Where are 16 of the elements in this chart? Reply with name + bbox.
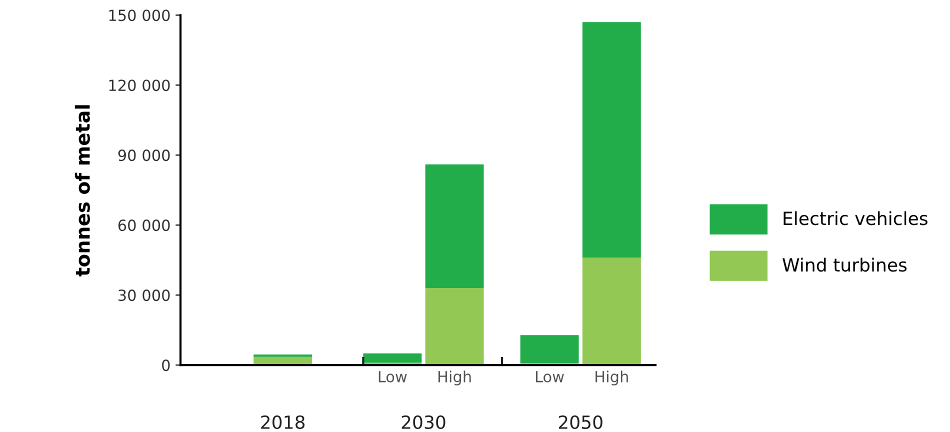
legend-label: Electric vehicles xyxy=(784,211,928,226)
y-tick-label: 120 000 xyxy=(109,80,170,92)
legend-label: Wind turbines xyxy=(782,258,907,272)
text: 2050 xyxy=(558,415,602,430)
text: 2030 xyxy=(402,415,446,430)
x-tick-label: Low xyxy=(536,371,564,382)
y-tick-label: 90 000 xyxy=(118,150,170,162)
x-tick-label: High xyxy=(596,370,628,386)
x-tick-label: Low xyxy=(378,371,407,382)
y-axis-title: tonnes of metal xyxy=(74,105,90,276)
x-tick-label: High xyxy=(438,370,471,386)
y-tick-label: 0 xyxy=(162,360,170,372)
text: 2018 xyxy=(261,415,305,430)
y-tick-label: 150 000 xyxy=(109,10,170,22)
y-tick-label: 30 000 xyxy=(118,290,170,302)
y-tick-label: 60 000 xyxy=(118,220,170,232)
